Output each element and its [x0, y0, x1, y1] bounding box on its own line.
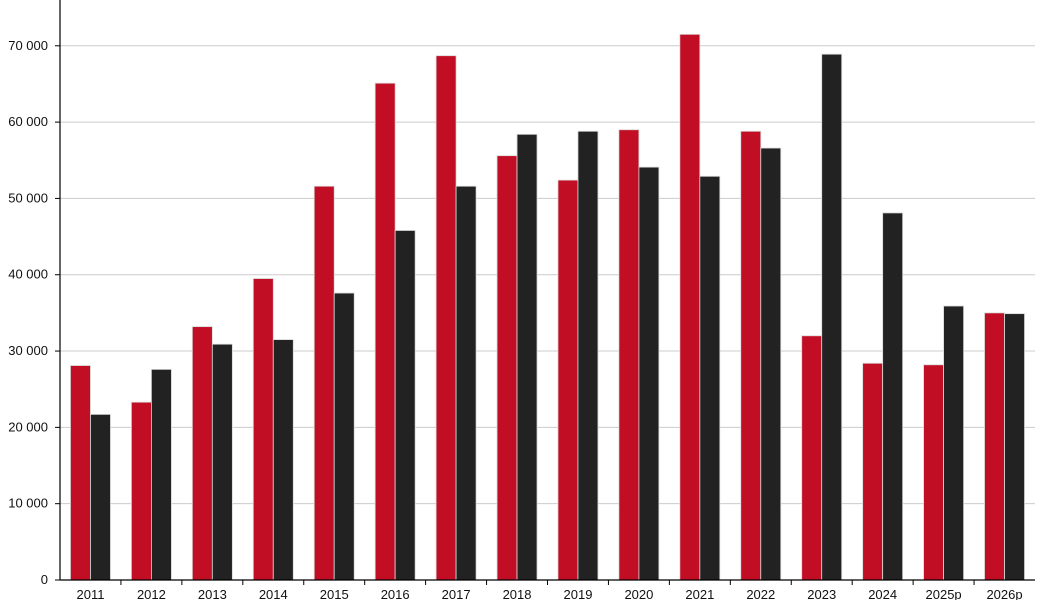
bar: [618, 129, 640, 581]
bar: [699, 175, 721, 581]
bar: [455, 185, 477, 581]
y-tick-label: 50 000: [8, 190, 48, 205]
y-tick-label: 60 000: [8, 114, 48, 129]
bar: [435, 55, 457, 581]
bar: [131, 401, 152, 581]
x-tick-label: 2013: [198, 587, 227, 600]
x-tick-label: 2023: [807, 587, 836, 600]
bar: [740, 130, 762, 581]
bar: [557, 179, 579, 581]
bar: [191, 326, 213, 581]
x-tick-label: 2025p: [926, 587, 962, 600]
y-tick-label: 70 000: [8, 38, 48, 53]
x-tick-label: 2018: [503, 587, 532, 600]
bar: [923, 364, 944, 581]
y-tick-label: 20 000: [8, 419, 48, 434]
bars: [70, 33, 1025, 581]
x-tick-label: 2026p: [986, 587, 1022, 600]
bar: [943, 305, 964, 581]
x-tick-label: 2017: [442, 587, 471, 600]
x-tick-label: 2014: [259, 587, 288, 600]
bar: [211, 343, 233, 581]
x-tick-label: 2022: [746, 587, 775, 600]
x-tick-label: 2012: [137, 587, 166, 600]
bar: [333, 292, 355, 581]
bar: [252, 278, 274, 581]
bar: [496, 155, 518, 581]
bar: [679, 33, 701, 581]
bar: [272, 339, 294, 581]
bar: [638, 166, 660, 581]
bar: [516, 133, 538, 581]
axes: [55, 0, 1035, 585]
tick-labels: 0 10 000 20 000 30 000 40 000 50 000 60 000 70 …: [8, 38, 1022, 600]
bar: [313, 185, 335, 581]
x-tick-label: 2020: [624, 587, 653, 600]
x-tick-label: 2019: [564, 587, 593, 600]
bar: [394, 230, 416, 581]
y-tick-label: 10 000: [8, 496, 48, 511]
bar: [821, 53, 843, 581]
x-tick-label: 2021: [685, 587, 714, 600]
y-tick-label: 0: [41, 572, 48, 587]
x-tick-label: 2016: [381, 587, 410, 600]
bar: [90, 413, 111, 581]
x-tick-label: 2011: [76, 587, 104, 600]
bar: [70, 365, 91, 581]
bar: [882, 212, 904, 581]
x-tick-label: 2015: [320, 587, 349, 600]
y-tick-label: 40 000: [8, 267, 48, 282]
bar: [374, 82, 396, 581]
bar: [862, 362, 884, 581]
bar: [801, 335, 823, 581]
bar: [151, 368, 172, 581]
bar: [577, 130, 599, 581]
bar: [760, 147, 782, 581]
bar: [1004, 313, 1025, 581]
x-tick-label: 2024: [868, 587, 897, 600]
y-tick-label: 30 000: [8, 343, 48, 358]
bar: [984, 312, 1005, 581]
